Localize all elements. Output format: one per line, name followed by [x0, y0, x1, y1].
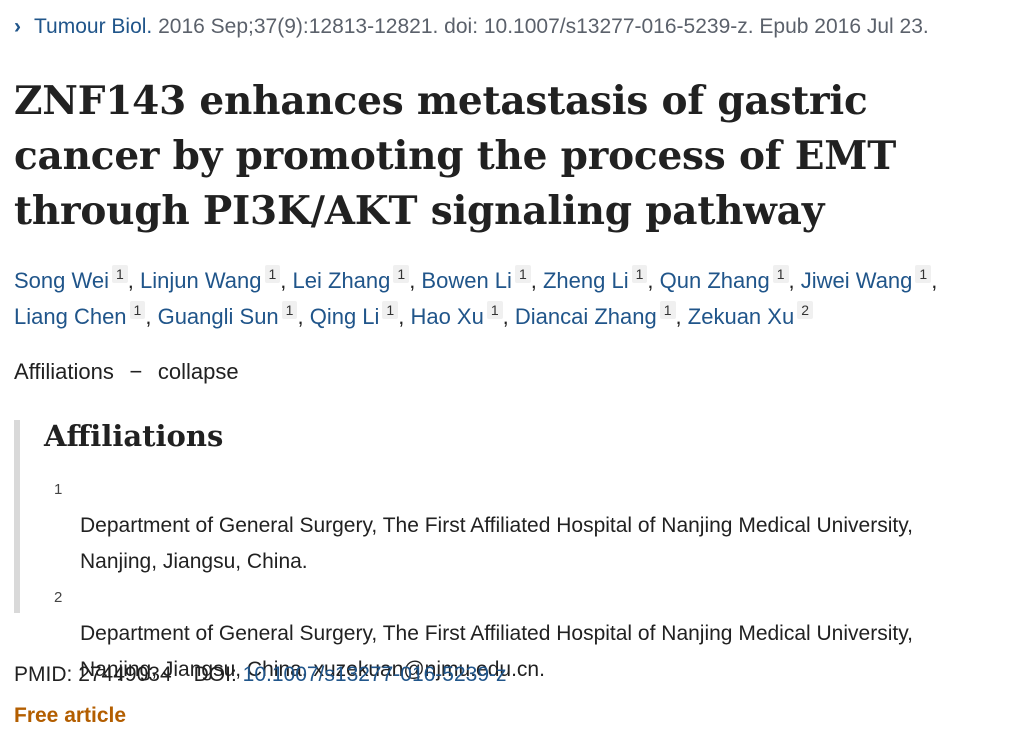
author-item: Liang Chen 1	[14, 301, 146, 329]
identifiers: PMID: 27449034 DOI: 10.1007/s13277-016-52…	[14, 660, 507, 690]
chevron-right-icon[interactable]: ›	[14, 15, 21, 38]
author-link[interactable]: Song Wei	[14, 268, 109, 293]
affiliation-number: 1	[54, 481, 63, 498]
affiliations-toggle-label: Affiliations	[14, 359, 114, 384]
author-link[interactable]: Bowen Li	[421, 268, 512, 293]
author-item: Hao Xu 1	[410, 301, 503, 329]
affiliation-ref[interactable]: 2	[797, 301, 813, 319]
author-link[interactable]: Zekuan Xu	[687, 304, 795, 329]
author-link[interactable]: Guangli Sun	[157, 304, 279, 329]
affiliation-ref[interactable]: 1	[281, 301, 298, 319]
affiliations-heading: Affiliations	[44, 419, 224, 453]
author-item: Zekuan Xu 2	[687, 301, 813, 329]
collapse-link[interactable]: collapse	[157, 359, 239, 384]
author-link[interactable]: Zheng Li	[542, 268, 629, 293]
doi-link[interactable]: 10.1007/s13277-016-5239-z	[242, 663, 507, 686]
affiliation-ref[interactable]: 1	[382, 301, 399, 319]
author-link[interactable]: Qun Zhang	[659, 268, 770, 293]
affiliations-panel: Affiliations 1 Department of General Surg…	[14, 419, 1035, 681]
authors-list: Song Wei 1, Linjun Wang 1, Lei Zhang 1, Bow…	[14, 265, 938, 329]
author-link[interactable]: Qing Li	[309, 304, 380, 329]
citation-details: 2016 Sep;37(9):12813-12821. doi: 10.1007…	[158, 15, 929, 38]
affiliation-ref[interactable]: 1	[111, 265, 128, 283]
author-item: Jiwei Wang 1	[800, 265, 932, 293]
affiliation-ref[interactable]: 1	[129, 301, 146, 319]
affiliation-ref[interactable]: 1	[659, 301, 676, 319]
author-link[interactable]: Jiwei Wang	[800, 268, 913, 293]
author-item: Linjun Wang 1	[140, 265, 281, 293]
affiliation-ref[interactable]: 1	[393, 265, 410, 283]
author-item: Guangli Sun 1	[157, 301, 298, 329]
affiliation-text: Department of General Surgery, The First…	[80, 622, 913, 681]
affiliation-ref[interactable]: 1	[264, 265, 281, 283]
affiliation-item: 2 Department of General Surgery, The Firs…	[54, 580, 1035, 688]
affiliation-ref[interactable]: 1	[486, 301, 503, 319]
minus-icon: −	[129, 359, 143, 384]
affiliation-ref[interactable]: 1	[631, 265, 648, 283]
pmid-label: PMID:	[14, 663, 73, 686]
author-link[interactable]: Liang Chen	[14, 304, 127, 329]
author-item: Song Wei 1	[14, 265, 128, 293]
author-link[interactable]: Lei Zhang	[292, 268, 391, 293]
affiliation-ref[interactable]: 1	[772, 265, 789, 283]
free-article-badge: Free article	[14, 704, 127, 727]
affiliation-text: Department of General Surgery, The First…	[80, 514, 913, 573]
affiliations-toggle[interactable]: Affiliations − collapse	[14, 356, 239, 388]
pmid-value: 27449034	[78, 663, 172, 686]
author-item: Lei Zhang 1	[292, 265, 410, 293]
author-link[interactable]: Linjun Wang	[140, 268, 262, 293]
affiliation-ref[interactable]: 1	[915, 265, 932, 283]
author-item: Qing Li 1	[309, 301, 399, 329]
author-link[interactable]: Hao Xu	[410, 304, 484, 329]
affiliation-ref[interactable]: 1	[514, 265, 531, 283]
doi-label: DOI:	[193, 663, 237, 686]
author-item: Diancai Zhang 1	[514, 301, 676, 329]
author-item: Bowen Li 1	[421, 265, 531, 293]
journal-link[interactable]: Tumour Biol.	[34, 15, 153, 38]
affiliations-list: 1 Department of General Surgery, The Firs…	[54, 472, 1035, 688]
author-item: Qun Zhang 1	[659, 265, 789, 293]
author-link[interactable]: Diancai Zhang	[514, 304, 657, 329]
citation-line: › Tumour Biol. 2016 Sep;37(9):12813-12821…	[14, 12, 929, 42]
article-title: ZNF143 enhances metastasis of gastric ca…	[14, 78, 897, 234]
affiliation-number: 2	[54, 589, 63, 606]
author-item: Zheng Li 1	[542, 265, 648, 293]
affiliation-item: 1 Department of General Surgery, The Firs…	[54, 472, 1035, 580]
